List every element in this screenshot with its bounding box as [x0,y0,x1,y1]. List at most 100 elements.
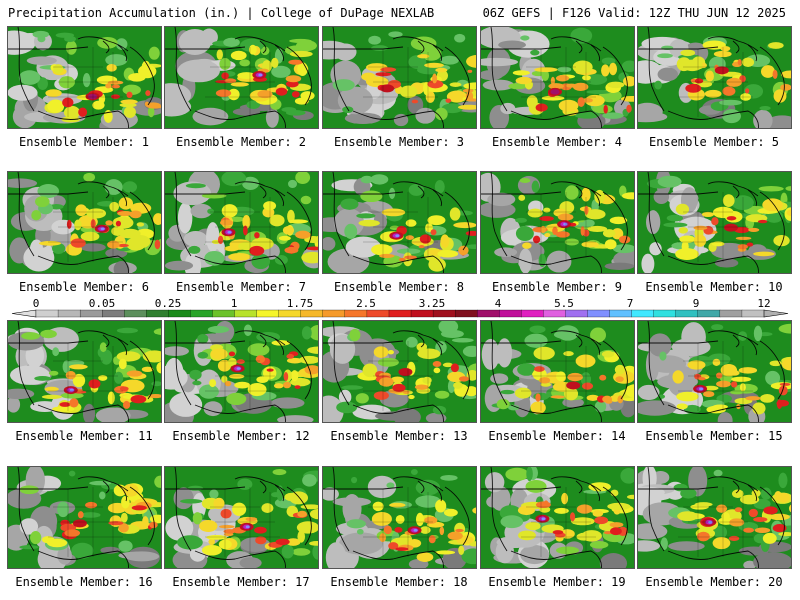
colorbar-tick-label: 0.05 [88,297,116,310]
member-map [480,320,635,423]
member-map [480,26,635,129]
member-label: Ensemble Member: 10 [645,280,783,294]
precip-field [481,321,634,422]
precip-field [165,467,318,568]
member-label: Ensemble Member: 1 [18,135,150,149]
member-map [637,466,792,569]
colorbar-swatch [719,309,743,318]
colorbar-swatch [212,309,235,318]
colorbar-swatch [543,309,566,318]
colorbar-swatch [653,309,677,318]
colorbar-tick-label: 0 [32,297,40,310]
member-map [7,320,162,423]
chart-title: Precipitation Accumulation (in.) | Colle… [8,6,435,20]
colorbar-tick-label: 12 [757,297,771,310]
colorbar-tick-label: 9 [692,297,700,310]
member-label: Ensemble Member: 14 [488,429,626,443]
colorbar-swatch [234,309,258,318]
member-map [480,466,635,569]
precip-field [481,27,634,128]
member-label: Ensemble Member: 15 [645,429,783,443]
colorbar-swatch [587,309,611,318]
member-label: Ensemble Member: 7 [175,280,307,294]
member-label: Ensemble Member: 8 [333,280,465,294]
member-map [637,320,792,423]
colorbar-swatch [278,309,302,318]
precip-field [8,27,161,128]
colorbar-swatch [388,309,412,318]
member-label: Ensemble Member: 13 [330,429,468,443]
member-map [637,26,792,129]
colorbar-left-arrow [11,309,37,318]
colorbar-tick-label: 2.5 [356,297,376,310]
colorbar-swatch [432,309,456,318]
member-label: Ensemble Member: 6 [18,280,150,294]
run-info: 06Z GEFS | F126 Valid: 12Z THU JUN 12 20… [482,6,786,20]
member-map [322,171,477,274]
member-map [164,171,319,274]
colorbar-swatch [35,309,59,318]
colorbar-swatch [366,309,390,318]
member-label: Ensemble Member: 12 [172,429,310,443]
member-map [164,466,319,569]
member-label: Ensemble Member: 11 [15,429,153,443]
colorbar-tick-label: 1 [230,297,238,310]
precip-field [638,172,791,273]
member-label: Ensemble Member: 20 [645,575,783,589]
member-label: Ensemble Member: 3 [333,135,465,149]
precip-field [165,321,318,422]
colorbar-swatch [190,309,213,318]
member-label: Ensemble Member: 16 [15,575,153,589]
colorbar-swatch [168,309,191,318]
member-map [7,26,162,129]
colorbar-swatch [455,309,478,318]
colorbar-swatch [565,309,588,318]
colorbar-swatch [79,309,103,318]
colorbar-tick-label: 0.25 [154,297,182,310]
colorbar-tick-label: 4 [494,297,502,310]
colorbar-swatch [322,309,346,318]
colorbar-swatch [57,309,81,318]
member-label: Ensemble Member: 18 [330,575,468,589]
member-map [7,466,162,569]
precip-field [8,172,161,273]
colorbar-swatch [675,309,699,318]
member-label: Ensemble Member: 9 [491,280,623,294]
colorbar-swatch [146,309,169,318]
member-map [164,320,319,423]
colorbar-tick-label: 1.75 [286,297,314,310]
precip-field [165,27,318,128]
colorbar-swatch [410,309,434,318]
member-map [480,171,635,274]
precip-field [165,172,318,273]
colorbar-swatch [631,309,655,318]
member-map [164,26,319,129]
colorbar-swatch [102,309,125,318]
colorbar-swatch [300,309,324,318]
precip-field [8,467,161,568]
precip-field [638,467,791,568]
precip-field [481,172,634,273]
colorbar-swatch [124,309,147,318]
precip-field [481,467,634,568]
colorbar-swatch [609,309,633,318]
colorbar-swatch [499,309,522,318]
colorbar-swatch [477,309,500,318]
member-label: Ensemble Member: 4 [491,135,623,149]
colorbar [11,309,789,318]
precip-field [638,321,791,422]
colorbar-swatch [344,309,368,318]
member-label: Ensemble Member: 17 [172,575,310,589]
member-label: Ensemble Member: 2 [175,135,307,149]
colorbar-tick-label: 5.5 [554,297,574,310]
colorbar-tick-label: 7 [626,297,634,310]
precip-field [323,27,476,128]
member-map [322,466,477,569]
colorbar-tick-label: 3.25 [418,297,446,310]
colorbar-swatch [697,309,721,318]
member-map [637,171,792,274]
colorbar-right-arrow [763,309,789,318]
precip-field [323,172,476,273]
member-map [7,171,162,274]
member-label: Ensemble Member: 19 [488,575,626,589]
